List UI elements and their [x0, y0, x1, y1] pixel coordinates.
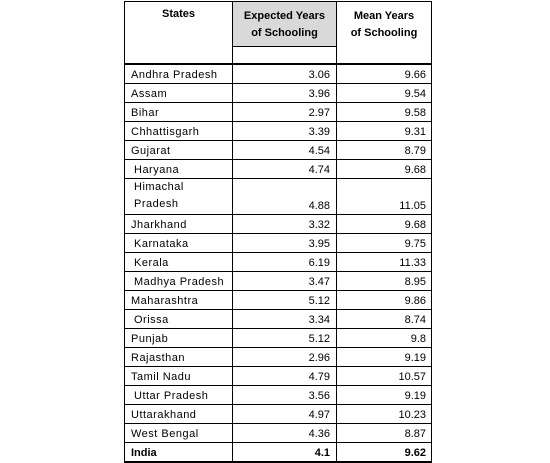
mean-years-cell: 8.87: [336, 423, 432, 443]
table-row: Haryana 4.74 9.68: [124, 159, 432, 179]
expected-years-cell: 6.19: [232, 252, 337, 272]
state-cell: Haryana: [124, 159, 233, 179]
table-row: Tamil Nadu 4.79 10.57: [124, 366, 432, 386]
state-cell: Andhra Pradesh: [124, 63, 233, 84]
mean-years-cell: 10.23: [336, 404, 432, 424]
mean-years-cell: 8.95: [336, 271, 432, 291]
state-cell: Uttarakhand: [124, 404, 233, 424]
table-row: Orissa 3.34 8.74: [124, 309, 432, 329]
state-cell: Tamil Nadu: [124, 366, 233, 386]
state-cell: Uttar Pradesh: [124, 385, 233, 405]
expected-years-cell: 3.56: [232, 385, 337, 405]
expected-years-cell: 3.39: [232, 121, 337, 141]
header-mean-years: Mean Years of Schooling: [336, 1, 432, 46]
spacer-row: [124, 45, 432, 65]
header-states: States: [124, 1, 233, 46]
state-cell: Madhya Pradesh: [124, 271, 233, 291]
schooling-table: States Expected Years of Schooling Mean …: [124, 1, 432, 463]
mean-years-cell: 11.05: [336, 178, 432, 215]
expected-years-cell: 5.12: [232, 290, 337, 310]
table-row: Gujarat 4.54 8.79: [124, 140, 432, 160]
table-row: Andhra Pradesh 3.06 9.66: [124, 63, 432, 84]
expected-years-cell: 3.47: [232, 271, 337, 291]
table-row: Chhattisgarh 3.39 9.31: [124, 121, 432, 141]
expected-years-cell: 4.79: [232, 366, 337, 386]
table-row: Punjab 5.12 9.8: [124, 328, 432, 348]
expected-years-cell: 3.95: [232, 233, 337, 253]
expected-years-cell: 3.32: [232, 214, 337, 234]
header-mean-line1: Mean Years: [353, 10, 415, 22]
header-expected-line1: Expected Years: [243, 9, 326, 22]
header-states-label: States: [161, 8, 196, 20]
mean-years-cell: 10.57: [336, 366, 432, 386]
expected-years-cell: 3.96: [232, 83, 337, 103]
mean-years-cell: 9.58: [336, 102, 432, 122]
state-cell: Himachal Pradesh: [124, 178, 233, 215]
state-cell: Assam: [124, 83, 233, 103]
mean-years-cell: 9.54: [336, 83, 432, 103]
state-line1: Himachal: [134, 180, 184, 193]
state-cell: Karnataka: [124, 233, 233, 253]
mean-years-cell: 9.66: [336, 63, 432, 84]
state-cell: Maharashtra: [124, 290, 233, 310]
expected-years-cell: 2.97: [232, 102, 337, 122]
table-row: Karnataka 3.95 9.75: [124, 233, 432, 253]
mean-years-cell: 9.86: [336, 290, 432, 310]
mean-years-cell: 9.68: [336, 214, 432, 234]
expected-years-cell: 3.34: [232, 309, 337, 329]
expected-years-cell: 2.96: [232, 347, 337, 367]
state-cell: Gujarat: [124, 140, 233, 160]
expected-years-cell: 4.97: [232, 404, 337, 424]
table-row: Uttar Pradesh 3.56 9.19: [124, 385, 432, 405]
state-cell: Jharkhand: [124, 214, 233, 234]
expected-years-cell: 5.12: [232, 328, 337, 348]
mean-years-cell: 9.68: [336, 159, 432, 179]
mean-years-cell: 8.79: [336, 140, 432, 160]
table-row: Bihar 2.97 9.58: [124, 102, 432, 122]
state-cell: Kerala: [124, 252, 233, 272]
header-row: States Expected Years of Schooling Mean …: [124, 1, 432, 46]
table-row: Assam 3.96 9.54: [124, 83, 432, 103]
state-cell: Punjab: [124, 328, 233, 348]
state-cell: West Bengal: [124, 423, 233, 443]
mean-years-cell: 8.74: [336, 309, 432, 329]
table-row: Uttarakhand 4.97 10.23: [124, 404, 432, 424]
expected-years-cell: 4.74: [232, 159, 337, 179]
header-mean-line2: of Schooling: [350, 27, 418, 39]
expected-years-cell: 4.54: [232, 140, 337, 160]
state-cell: Chhattisgarh: [124, 121, 233, 141]
table-row: West Bengal 4.36 8.87: [124, 423, 432, 443]
table-row: Jharkhand 3.32 9.68: [124, 214, 432, 234]
expected-years-cell: 4.88: [232, 178, 337, 215]
mean-years-cell: 11.33: [336, 252, 432, 272]
expected-years-cell: 3.06: [232, 63, 337, 84]
table-row: Rajasthan 2.96 9.19: [124, 347, 432, 367]
schooling-table-container: States Expected Years of Schooling Mean …: [124, 1, 432, 463]
table-row: Madhya Pradesh 3.47 8.95: [124, 271, 432, 291]
mean-years-cell: 9.31: [336, 121, 432, 141]
spacer-cell: [124, 46, 233, 65]
table-row: Maharashtra 5.12 9.86: [124, 290, 432, 310]
table-row: Kerala 6.19 11.33: [124, 252, 432, 272]
state-cell: Bihar: [124, 102, 233, 122]
expected-years-cell: 4.36: [232, 423, 337, 443]
state-cell: Rajasthan: [124, 347, 233, 367]
mean-years-cell: 9.19: [336, 385, 432, 405]
header-expected-line2: of Schooling: [251, 26, 318, 39]
header-expected-years: Expected Years of Schooling: [232, 1, 337, 46]
state-line2: Pradesh: [134, 197, 179, 210]
spacer-cell: [336, 46, 432, 65]
state-cell: Orissa: [124, 309, 233, 329]
mean-years-cell: 9.8: [336, 328, 432, 348]
mean-years-cell: 9.75: [336, 233, 432, 253]
mean-years-cell: 9.19: [336, 347, 432, 367]
spacer-cell: [232, 45, 337, 65]
table-row: Himachal Pradesh 4.88 11.05: [124, 178, 432, 215]
